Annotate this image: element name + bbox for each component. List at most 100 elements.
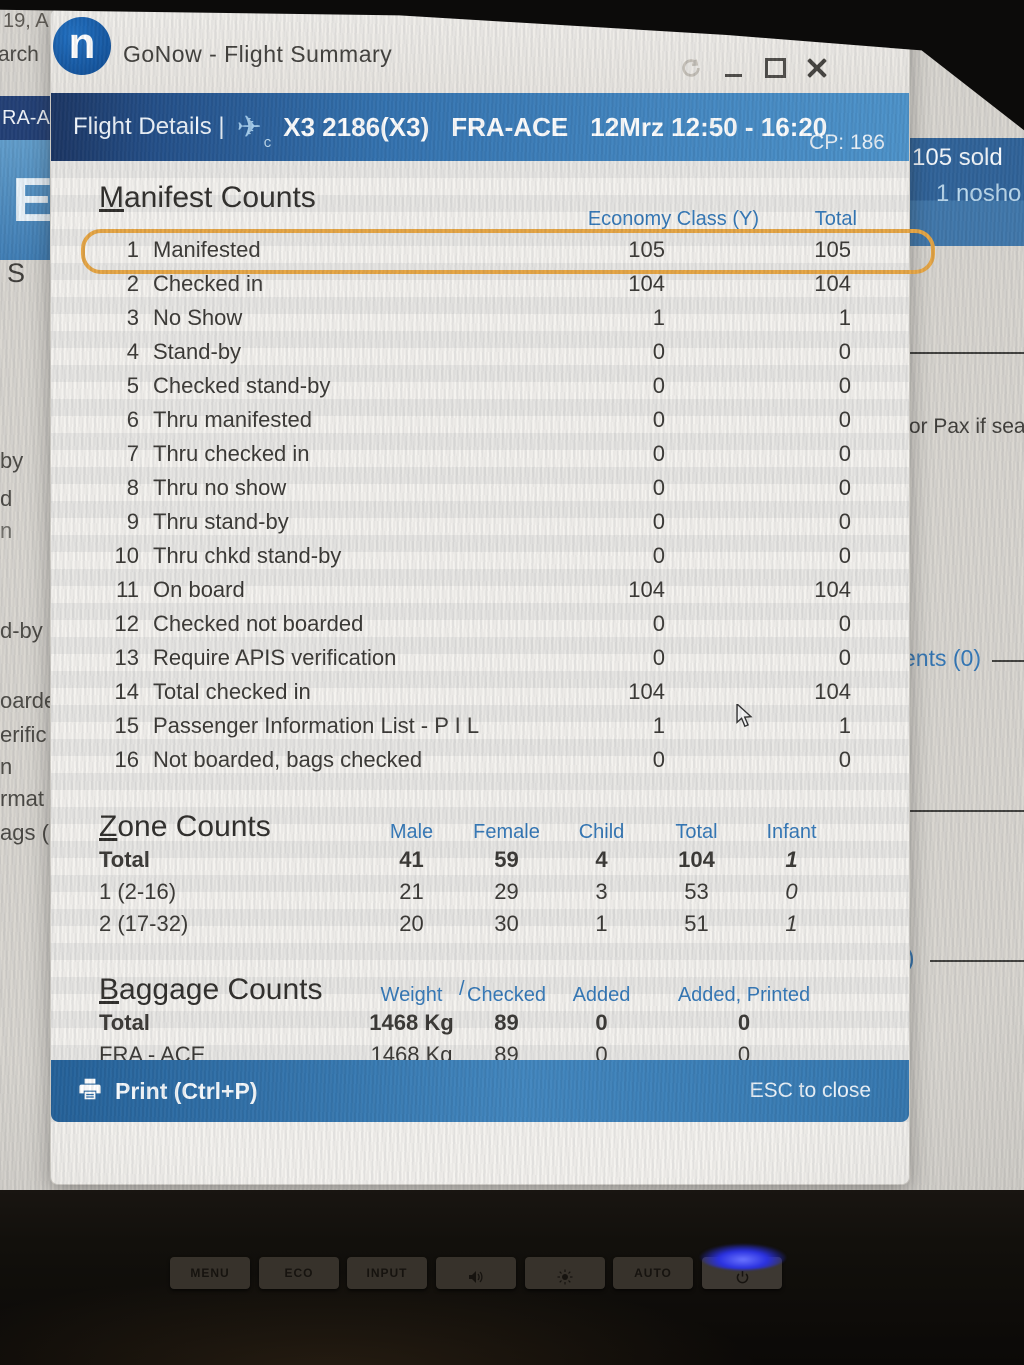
bg-flightbar-fragment: RA-A: [0, 96, 52, 140]
zone-row: Total 41 59 4 104 1: [51, 844, 909, 876]
spacer: [51, 908, 99, 940]
row-label: Not boarded, bags checked: [153, 747, 423, 772]
manifest-row: 14 Total checked in 104 104: [51, 675, 909, 709]
added-value: 0: [595, 1010, 608, 1035]
total-value: 0: [838, 339, 851, 364]
manifest-row: 4 Stand-by 0 0: [51, 335, 909, 369]
total-value: 0: [838, 475, 851, 500]
row-label: Require APIS verification: [153, 645, 397, 670]
child-column-header: Child: [578, 821, 625, 843]
gonow-logo: n: [53, 17, 111, 75]
monitor-menu-button[interactable]: MENU: [170, 1257, 250, 1289]
row-label: Total checked in: [153, 679, 311, 704]
manifest-row: 16 Not boarded, bags checked 0 0: [51, 743, 909, 777]
manifest-row: 15 Passenger Information List - P I L 1 …: [51, 709, 909, 743]
male-value: 21: [399, 879, 424, 904]
print-button[interactable]: Print (Ctrl+P): [77, 1076, 257, 1107]
flight-number: X3 2186(X3): [283, 111, 430, 142]
manifest-row: 9 Thru stand-by 0 0: [51, 505, 909, 539]
total-value: 104: [814, 679, 851, 704]
infant-column-header: Infant: [766, 821, 817, 843]
refresh-icon[interactable]: [679, 55, 703, 81]
flight-route: FRA-ACE: [451, 111, 569, 142]
flight-schedule: 12Mrz 12:50 - 16:20: [590, 111, 828, 142]
window-title: GoNow - Flight Summary: [123, 41, 393, 67]
economy-value: 0: [652, 373, 665, 398]
monitor-input-button[interactable]: INPUT: [347, 1257, 427, 1289]
total-value: 0: [838, 509, 851, 534]
baggage-row: Total 1468 Kg 89 0 0: [51, 1007, 909, 1039]
weight-value: 1468 Kg: [369, 1010, 454, 1035]
economy-value: 1: [652, 305, 665, 330]
row-label: Thru chkd stand-by: [153, 543, 342, 568]
baggage-label: Total: [99, 1010, 150, 1035]
monitor-brightness-button[interactable]: [525, 1257, 605, 1289]
bg-divider: [992, 660, 1024, 662]
economy-value: 0: [652, 611, 665, 636]
row-number: 8: [126, 475, 139, 500]
bg-divider: [890, 810, 1024, 812]
infant-value: 0: [785, 879, 798, 904]
row-number: 1: [126, 237, 139, 262]
close-icon: [806, 57, 828, 79]
total-column-header: Total: [814, 208, 857, 230]
total-value: 104: [678, 847, 715, 872]
spacer: [51, 876, 99, 908]
manifest-row: 2 Checked in 104 104: [51, 267, 909, 301]
manifest-table: 1 Manifested 105 105 2 Checked in 104 10…: [51, 229, 935, 777]
monitor-auto-button[interactable]: AUTO: [613, 1257, 693, 1289]
manifest-row: 10 Thru chkd stand-by 0 0: [51, 539, 909, 573]
sold-count: 105 sold: [912, 144, 1003, 171]
baggage-title: Baggage Counts: [99, 973, 323, 1006]
total-value: 0: [838, 373, 851, 398]
monitor-eco-button[interactable]: ECO: [259, 1257, 339, 1289]
bg-fragment: rmat: [0, 786, 44, 811]
baggage-section-header: Baggage Counts Weight Checked Added Adde…: [51, 967, 909, 1007]
maximize-button[interactable]: [763, 55, 787, 81]
zone-table: Total 41 59 4 104 1 1 (2-16) 21 29 3 53 …: [51, 844, 909, 940]
row-number: 13: [114, 645, 139, 670]
manifest-row: 11 On board 104 104: [51, 573, 909, 607]
row-number: 11: [116, 577, 139, 602]
noshow-count: 1 nosho: [936, 180, 1022, 207]
total-value: 1: [838, 305, 851, 330]
zone-row: 2 (17-32) 20 30 1 51 1: [51, 908, 909, 940]
row-number: 6: [126, 407, 139, 432]
monitor-volume-button[interactable]: [436, 1257, 516, 1289]
close-button[interactable]: [805, 55, 829, 81]
economy-value: 0: [652, 543, 665, 568]
bg-divider: [930, 960, 1024, 962]
bg-fragment: ags (: [0, 820, 49, 845]
zone-label: 2 (17-32): [99, 911, 189, 936]
manifest-row: 7 Thru checked in 0 0: [51, 437, 909, 471]
row-number: 12: [114, 611, 139, 636]
manifest-row: 5 Checked stand-by 0 0: [51, 369, 909, 403]
infant-value: 1: [785, 847, 798, 872]
manifest-title: Manifest Counts: [99, 181, 316, 214]
row-label: Thru checked in: [153, 441, 310, 466]
row-label: No Show: [153, 305, 243, 330]
manifest-section-header: Manifest Counts Economy Class (Y) Total: [51, 161, 909, 233]
brightness-icon: [557, 1269, 573, 1285]
esc-to-close-label: ESC to close: [749, 1079, 871, 1102]
window-controls: [679, 55, 829, 81]
economy-value: 104: [628, 577, 665, 602]
row-label: Passenger Information List - P I L: [153, 713, 480, 738]
row-number: 15: [114, 713, 139, 738]
row-label: Thru no show: [153, 475, 287, 500]
minimize-button[interactable]: [721, 55, 745, 81]
dialog-body: Manifest Counts Economy Class (Y) Total …: [51, 161, 935, 1122]
zone-title: Zone Counts: [99, 810, 271, 843]
bg-fragment: n: [0, 754, 13, 779]
male-value: 41: [399, 847, 424, 872]
female-value: 59: [494, 847, 519, 872]
economy-value: 0: [652, 747, 665, 772]
volume-icon: [469, 1271, 483, 1284]
manifest-row: 1 Manifested 105 105: [51, 229, 935, 274]
total-value: 1: [838, 713, 851, 738]
dialog-footer-bar: Print (Ctrl+P) ESC to close: [51, 1060, 909, 1122]
spacer: [51, 1007, 99, 1039]
total-value: 53: [684, 879, 709, 904]
airplane-icon: ✈: [236, 109, 262, 145]
child-value: 1: [595, 911, 608, 936]
